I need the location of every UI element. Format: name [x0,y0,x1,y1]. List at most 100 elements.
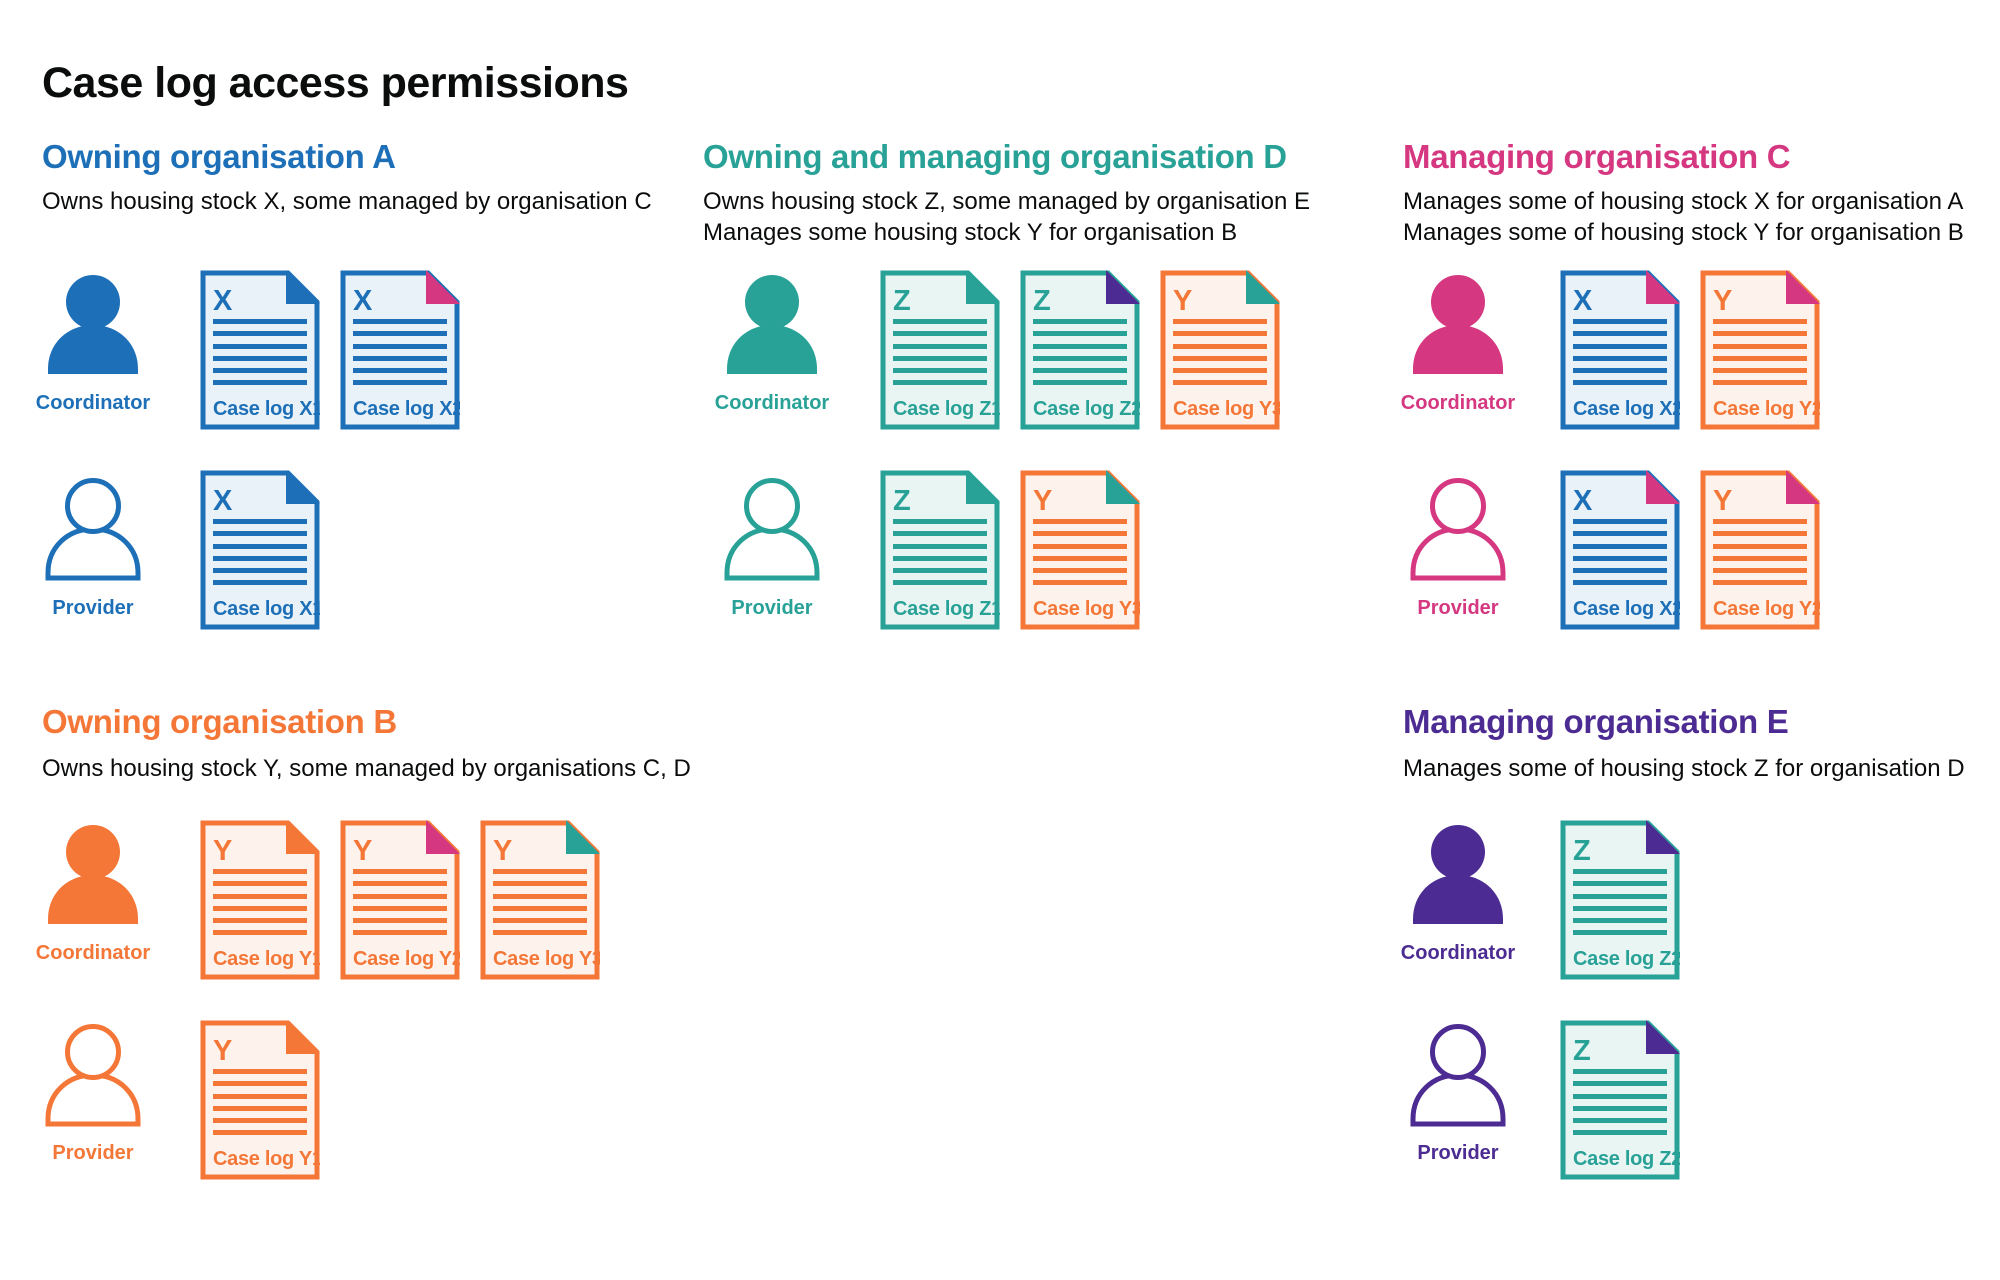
section-heading-c: Managing organisation C [1403,138,1791,175]
document-text-line [1573,519,1667,524]
document-text-line [353,930,447,935]
person-role-label: Coordinator [1400,942,1516,964]
document-text-line [213,918,307,923]
document-page [200,470,320,630]
document-text-line [353,380,447,385]
document-text-line [893,380,987,385]
document-page [200,1020,320,1180]
person-role-label: Provider [52,597,134,619]
case-log-label: Case log X1 [213,598,320,620]
stock-letter: Z [893,285,911,317]
case-log-x2-document: X Case log X2 [1560,270,1684,430]
document-text-line [1033,319,1127,324]
document-text-line [1573,344,1667,349]
document-text-line [1573,930,1667,935]
case-log-label: Case log Z2 [1033,398,1140,420]
document-text-line [1033,531,1127,536]
provider-person-icon [1410,1024,1506,1127]
document-text-line [1713,368,1807,373]
document-text-line [1573,356,1667,361]
stock-letter: Y [493,835,512,867]
document-text-line [893,568,987,573]
document-page [1560,1020,1680,1180]
document-text-line [493,894,587,899]
document-text-line [1713,380,1807,385]
document-text-line [353,319,447,324]
folded-corner-icon [1246,270,1280,304]
document-text-line [213,1094,307,1099]
document-text-line [893,319,987,324]
section-description-line: Manages some of housing stock X for orga… [1403,188,1964,215]
case-log-label: Case log X1 [213,398,320,420]
folded-corner-icon [426,820,460,854]
document-page [1560,270,1680,430]
person-role-label: Provider [731,597,813,619]
document-text-line [353,869,447,874]
case-log-label: Case log Y1 [213,948,320,970]
coordinator-person-icon [48,825,138,924]
document-page [200,820,320,980]
document-text-line [213,544,307,549]
case-log-z1-document: Z Case log Z1 [880,470,1002,630]
document-text-line [493,906,587,911]
document-text-line [213,894,307,899]
document-page [1560,470,1680,630]
document-page [200,270,320,430]
document-page [1560,820,1680,980]
document-text-line [353,894,447,899]
document-page [480,820,600,980]
document-text-line [1573,906,1667,911]
stock-letter: Y [1173,285,1192,317]
folded-corner-icon [1786,270,1820,304]
document-text-line [893,580,987,585]
document-text-line [1033,519,1127,524]
document-text-line [1573,1069,1667,1074]
document-text-line [1173,356,1267,361]
case-log-label: Case log X2 [1573,598,1680,620]
document-text-line [213,1130,307,1135]
document-text-line [353,344,447,349]
person-role-label: Provider [1417,597,1499,619]
document-text-line [893,531,987,536]
person-role-label: Coordinator [714,392,830,414]
case-log-z1-document: Z Case log Z1 [880,270,1002,430]
document-text-line [893,544,987,549]
stock-letter: Z [893,485,911,517]
folded-corner-icon [426,270,460,304]
case-log-label: Case log Y2 [1713,398,1820,420]
document-text-line [1713,344,1807,349]
folded-corner-icon [1646,470,1680,504]
document-text-line [1713,568,1807,573]
coordinator-person-icon [48,275,138,374]
case-log-label: Case log Y3 [1173,398,1280,420]
case-log-y1-document: Y Case log Y1 [200,820,323,980]
document-text-line [1573,881,1667,886]
document-text-line [493,869,587,874]
case-log-label: Case log X2 [1573,398,1680,420]
document-page [1160,270,1280,430]
case-log-x1-document: X Case log X1 [200,270,324,430]
section-heading-b: Owning organisation B [42,703,397,740]
document-text-line [1573,580,1667,585]
section-heading-d: Owning and managing organisation D [703,138,1287,175]
document-text-line [1033,380,1127,385]
document-text-line [213,1106,307,1111]
folded-corner-icon [1786,470,1820,504]
document-text-line [213,356,307,361]
folded-corner-icon [966,470,1000,504]
document-text-line [1173,380,1267,385]
document-text-line [1573,568,1667,573]
coordinator-person-icon [1413,825,1503,924]
document-text-line [893,356,987,361]
document-text-line [353,881,447,886]
document-text-line [893,344,987,349]
folded-corner-icon [1646,820,1680,854]
document-text-line [1173,344,1267,349]
coordinator-person-icon [1413,275,1503,374]
document-text-line [213,319,307,324]
document-text-line [213,580,307,585]
document-text-line [1573,380,1667,385]
stock-letter: Z [1573,835,1591,867]
document-text-line [1573,918,1667,923]
stock-letter: Z [1573,1035,1591,1067]
